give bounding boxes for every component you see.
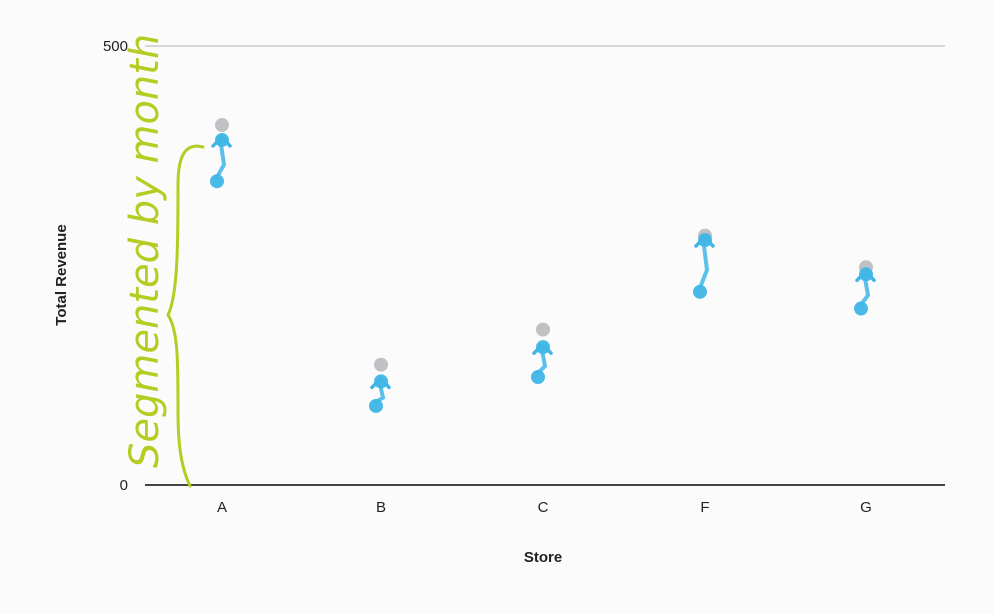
data-point-b-3 [369, 398, 383, 413]
x-tick-label-b: B [376, 499, 386, 516]
connector-f [698, 236, 710, 290]
points-layer [210, 118, 876, 413]
data-point-c-1 [536, 322, 550, 337]
x-tick-label-g: G [860, 499, 872, 516]
data-point-c-2 [536, 340, 550, 355]
data-point-f-3 [693, 284, 707, 299]
x-axis-title: Store [524, 549, 562, 566]
x-tick-label-c: C [538, 499, 549, 516]
x-tick-label-a: A [217, 499, 227, 516]
data-point-b-2 [374, 374, 388, 389]
data-point-c-3 [531, 370, 545, 385]
y-axis-title: Total Revenue [53, 224, 70, 325]
data-point-f-2 [698, 233, 712, 248]
data-point-g-3 [854, 301, 868, 316]
x-tick-label-f: F [700, 499, 709, 516]
data-point-a-2 [215, 132, 229, 147]
y-tick-label-max: 500 [103, 38, 128, 55]
annotation-brace [166, 144, 205, 488]
y-tick-label-min: 0 [120, 477, 128, 494]
data-point-b-1 [374, 357, 388, 372]
data-point-a-1 [215, 118, 229, 133]
data-point-g-2 [859, 267, 873, 282]
annotation-text: Segmented by month [122, 34, 168, 468]
data-point-a-3 [210, 174, 224, 189]
